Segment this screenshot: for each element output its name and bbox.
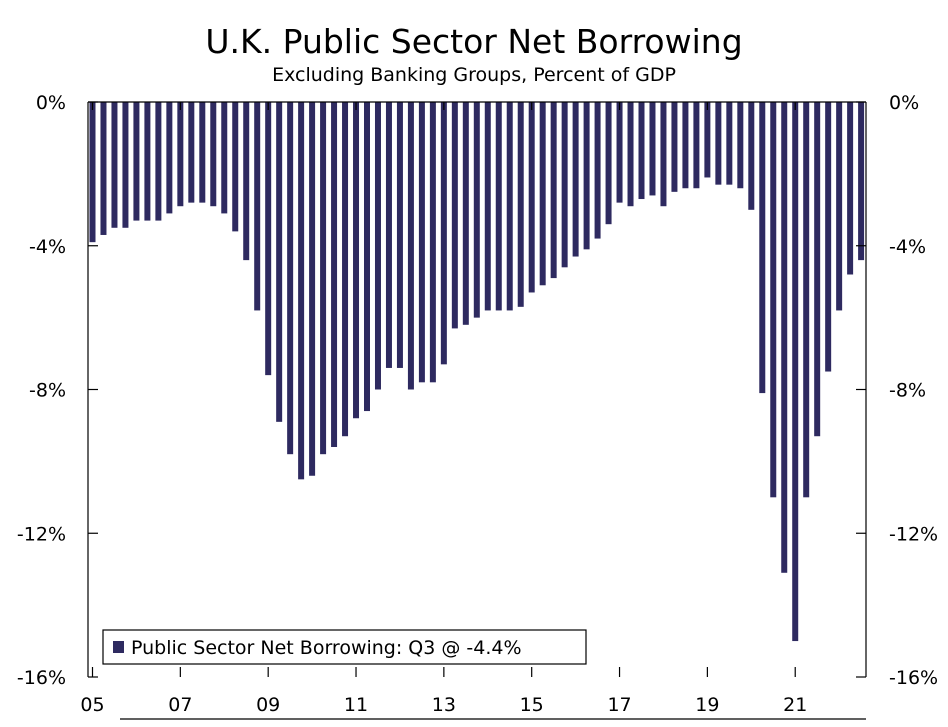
bar: [364, 102, 370, 412]
bar: [385, 102, 392, 368]
x-tick-label: 09: [256, 694, 280, 716]
y-tick-label-right: -4%: [889, 236, 926, 258]
bar: [660, 102, 667, 207]
bar: [133, 102, 140, 221]
bar: [781, 102, 788, 573]
bar: [528, 102, 535, 293]
x-tick-label: 05: [80, 694, 104, 716]
bar: [770, 102, 777, 498]
bar: [671, 102, 678, 192]
bar: [100, 102, 107, 235]
x-tick-label: 19: [695, 694, 719, 716]
bar: [847, 102, 854, 275]
x-tick-label: 21: [783, 694, 807, 716]
y-tick-label-right: -8%: [889, 380, 926, 402]
bar: [682, 102, 689, 189]
x-tick-label: 11: [344, 694, 368, 716]
y-tick-label-right: -12%: [889, 523, 938, 545]
bar: [166, 102, 173, 214]
bar: [561, 102, 568, 268]
x-tick-label: 15: [520, 694, 544, 716]
legend-swatch: [113, 641, 124, 653]
bar: [320, 102, 327, 455]
bar: [649, 102, 656, 196]
bar: [221, 102, 228, 214]
bar: [638, 102, 645, 200]
bar: [759, 102, 766, 394]
bar: [374, 102, 381, 390]
bar: [792, 102, 799, 642]
bar: [484, 102, 491, 311]
bar: [836, 102, 843, 311]
bar: [803, 102, 810, 498]
bar: [155, 102, 162, 221]
bar: [265, 102, 272, 376]
y-tick-label-left: -4%: [29, 236, 66, 258]
bar: [462, 102, 469, 325]
bar: [814, 102, 821, 437]
bar: [737, 102, 744, 189]
bar: [188, 102, 195, 203]
bar-series: [89, 102, 865, 642]
y-tick-label-right: 0%: [889, 92, 919, 114]
bar: [605, 102, 612, 225]
bar: [243, 102, 250, 261]
bar: [473, 102, 480, 318]
bar: [418, 102, 425, 383]
y-tick-label-left: -16%: [17, 667, 66, 689]
bar: [627, 102, 634, 207]
bar: [309, 102, 316, 476]
bar: [583, 102, 590, 250]
bar: [287, 102, 294, 455]
y-tick-label-left: -12%: [17, 523, 66, 545]
bar: [429, 102, 436, 383]
bar: [572, 102, 579, 257]
bar: [89, 102, 96, 243]
x-tick-label: 13: [432, 694, 456, 716]
bar: [704, 102, 711, 178]
bar: [858, 102, 865, 261]
bar: [122, 102, 129, 228]
bar: [440, 102, 447, 365]
y-tick-label-left: -8%: [29, 380, 66, 402]
x-tick-label: 17: [607, 694, 631, 716]
bar: [539, 102, 546, 286]
chart-title: U.K. Public Sector Net Borrowing: [205, 22, 743, 61]
bar: [210, 102, 217, 207]
bar: [451, 102, 458, 329]
bar: [232, 102, 239, 232]
bar: [353, 102, 360, 419]
legend: Public Sector Net Borrowing: Q3 @ -4.4%: [102, 629, 587, 665]
bar: [693, 102, 700, 189]
chart-axes: 0% 0% -4% -4% -8% -8% -12% -12% -16% -16% 05 07 09 11…: [17, 92, 938, 720]
bar: [715, 102, 722, 185]
bar: [594, 102, 601, 239]
bar: [495, 102, 502, 311]
bar: [254, 102, 261, 311]
bar: [396, 102, 403, 368]
bar: [276, 102, 283, 422]
bar: [177, 102, 184, 207]
chart-subtitle: Excluding Banking Groups, Percent of GDP: [272, 64, 676, 86]
bar: [825, 102, 832, 372]
x-tick-label: 07: [168, 694, 192, 716]
legend-label: Public Sector Net Borrowing: Q3 @ -4.4%: [131, 637, 522, 659]
bar: [506, 102, 513, 311]
bar: [517, 102, 524, 307]
legend-box: [102, 629, 587, 665]
bar: [199, 102, 206, 203]
bar: [550, 102, 557, 279]
bar: [144, 102, 151, 221]
bar: [726, 102, 733, 185]
bar: [407, 102, 414, 390]
y-tick-label-left: 0%: [36, 92, 66, 114]
bar: [331, 102, 338, 447]
bar: [111, 102, 118, 228]
y-tick-label-right: -16%: [889, 667, 938, 689]
bar: [342, 102, 349, 437]
bar: [748, 102, 755, 210]
bar: [298, 102, 305, 480]
bar: [616, 102, 623, 203]
